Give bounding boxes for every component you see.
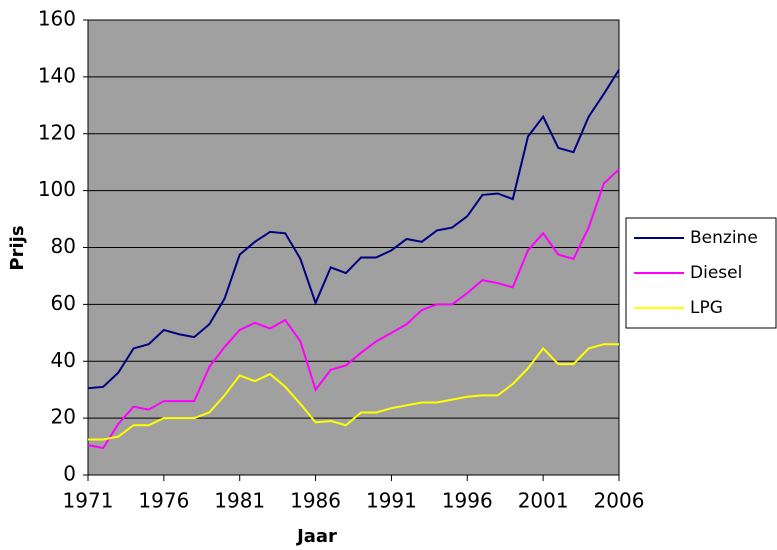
x-tick-label: 1991 bbox=[366, 489, 417, 513]
y-tick-label: 120 bbox=[38, 120, 76, 144]
y-axis-label: Prijs bbox=[7, 225, 28, 270]
line-series bbox=[88, 343, 619, 441]
x-tick-label: 2001 bbox=[518, 489, 569, 513]
y-tick-label: 140 bbox=[38, 63, 76, 87]
y-tick-label: 80 bbox=[51, 234, 76, 258]
legend-label: Benzine bbox=[690, 228, 758, 248]
y-tick-label: 160 bbox=[38, 7, 76, 31]
y-tick-label: 40 bbox=[51, 348, 76, 372]
line-series bbox=[87, 69, 620, 390]
x-tick-label: 1986 bbox=[290, 489, 341, 513]
y-tick-label: 20 bbox=[51, 405, 76, 429]
legend-label: LPG bbox=[690, 298, 723, 318]
legend-label: Diesel bbox=[690, 263, 742, 283]
line-series bbox=[87, 168, 620, 450]
x-tick-label: 2006 bbox=[594, 489, 645, 513]
x-tick-label: 1996 bbox=[442, 489, 493, 513]
x-tick-label: 1976 bbox=[138, 489, 189, 513]
y-tick-label: 0 bbox=[63, 462, 76, 486]
y-tick-label: 100 bbox=[38, 177, 76, 201]
x-axis-label: Jaar bbox=[295, 526, 337, 547]
y-tick-label: 60 bbox=[51, 291, 76, 315]
x-tick-label: 1971 bbox=[63, 489, 114, 513]
x-tick-label: 1981 bbox=[214, 489, 265, 513]
